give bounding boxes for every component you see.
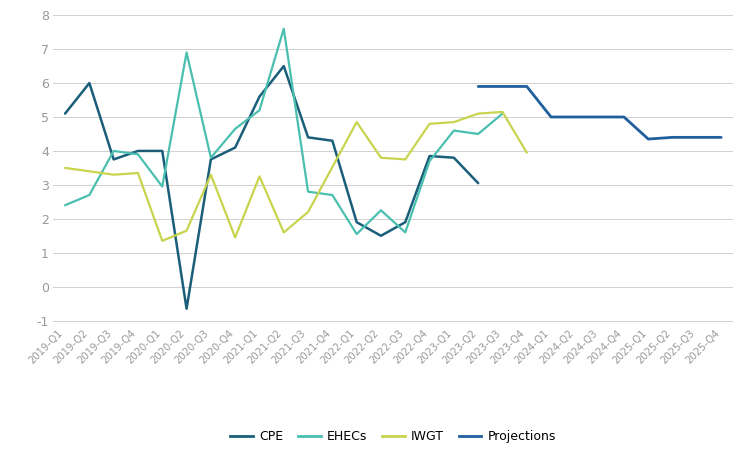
Legend: CPE, EHECs, IWGT, Projections: CPE, EHECs, IWGT, Projections bbox=[225, 425, 561, 448]
